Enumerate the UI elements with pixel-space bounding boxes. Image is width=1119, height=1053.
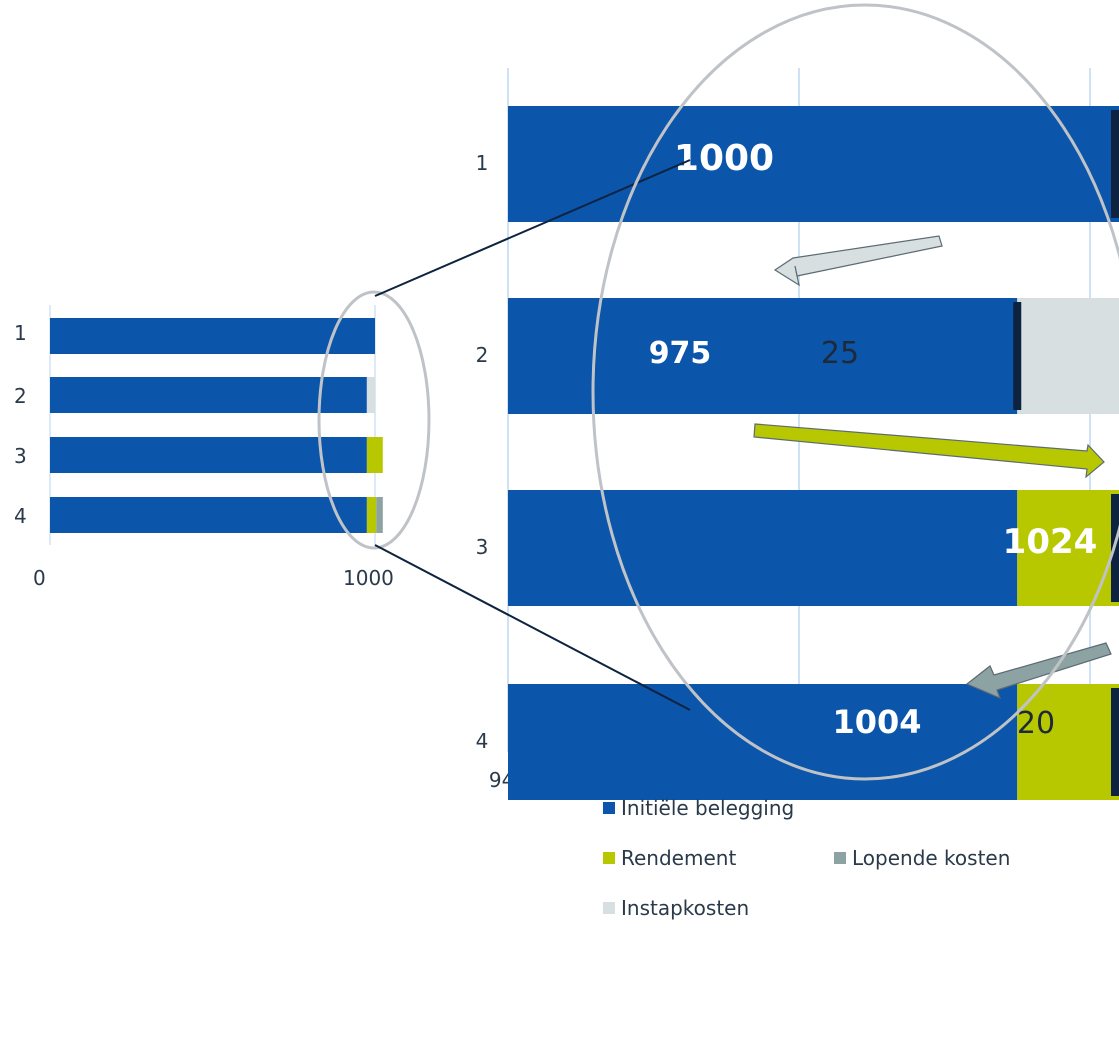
arrow-entry-costs (773, 235, 943, 287)
legend-item-entry-costs: Instapkosten (603, 896, 749, 920)
legend-label-running-costs: Lopende kosten (852, 846, 1011, 870)
large-bar-initial-1 (508, 106, 1119, 222)
small-bar-initial-3 (50, 437, 367, 473)
legend-swatch-entry-costs (603, 902, 615, 914)
data-label: 20 (1017, 706, 1055, 741)
legend-item-return: Rendement (603, 846, 736, 870)
large-bar-initial-4 (508, 684, 1018, 800)
large-zoom-ellipse (591, 3, 1119, 781)
large-bar-return-4 (1017, 684, 1119, 800)
small-category-label: 1 (14, 321, 27, 345)
legend-swatch-running-costs (834, 852, 846, 864)
large-category-label: 1 (476, 151, 489, 175)
small-bar-return-3 (366, 437, 383, 473)
value-marker (1111, 688, 1119, 796)
legend-label-return: Rendement (621, 846, 737, 870)
data-label: 1004 (832, 703, 921, 741)
data-label: 975 (649, 336, 712, 371)
small-category-label: 4 (14, 504, 27, 528)
small-x-tick-label: 1000 (343, 566, 394, 590)
legend-label-entry-costs: Instapkosten (621, 896, 750, 920)
small-category-label: 3 (14, 444, 27, 468)
small-bar-running_costs-4 (376, 497, 383, 533)
small-bar-return-4 (366, 497, 377, 533)
large-bar-return-3 (1017, 490, 1119, 606)
small-bar-initial-4 (50, 497, 367, 533)
arrow-running-costs (965, 642, 1112, 700)
large-category-label: 4 (476, 729, 489, 753)
small-x-tick-label: 0 (33, 566, 46, 590)
legend-item-running-costs: Lopende kosten (834, 846, 1010, 870)
data-label: 25 (821, 336, 859, 371)
legend-swatch-initial (603, 802, 615, 814)
legend-item-initial: Initiële belegging (603, 796, 794, 820)
small-bar-entry_costs-2 (366, 377, 375, 413)
legend-swatch-return (603, 852, 615, 864)
large-bar-initial-2 (508, 298, 1018, 414)
large-bar-initial-3 (508, 490, 1018, 606)
small-bar-initial-1 (50, 318, 375, 354)
data-label: 1000 (674, 138, 774, 179)
arrow-return (753, 423, 1105, 479)
legend-label-initial: Initiële belegging (621, 796, 795, 820)
large-category-label: 2 (476, 343, 489, 367)
zoom-connector-bottom (374, 544, 691, 711)
value-marker (1111, 110, 1119, 218)
data-label: 1024 (1003, 522, 1098, 562)
small-category-label: 2 (14, 384, 27, 408)
large-bar-entry_costs-2 (1017, 298, 1119, 414)
small-bar-initial-2 (50, 377, 367, 413)
large-category-label: 3 (476, 535, 489, 559)
value-marker (1013, 302, 1022, 410)
small-zoom-ellipse (317, 290, 431, 550)
